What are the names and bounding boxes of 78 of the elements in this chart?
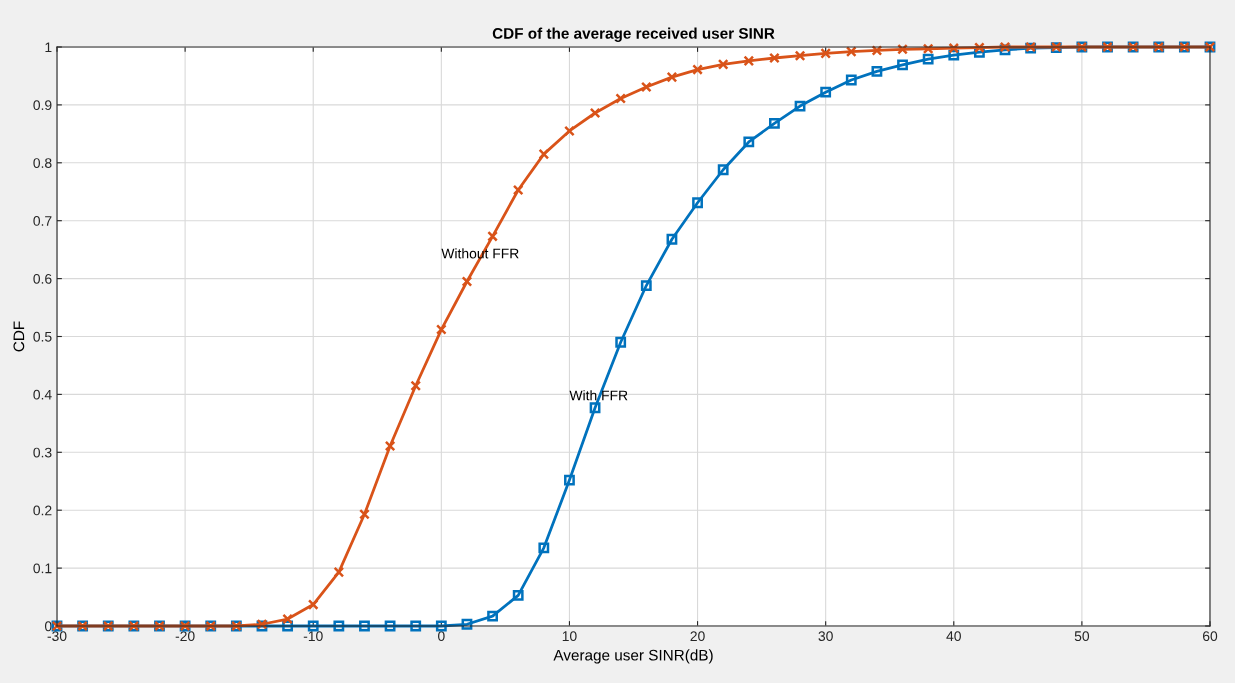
y-tick-label: 0.6	[33, 273, 52, 284]
point	[384, 440, 396, 452]
point	[922, 53, 934, 65]
point	[845, 74, 857, 86]
point	[922, 43, 934, 55]
point	[589, 107, 601, 119]
point	[640, 280, 652, 291]
point	[307, 599, 319, 610]
point	[666, 71, 678, 83]
point	[615, 336, 627, 348]
point	[692, 64, 703, 75]
point	[820, 86, 832, 98]
y-tick-label: 0.1	[33, 563, 52, 574]
point	[564, 125, 575, 137]
point	[333, 566, 345, 578]
y-tick-label: 0.3	[33, 447, 52, 458]
y-tick-label: 1	[45, 42, 52, 53]
point	[692, 197, 703, 209]
point	[359, 508, 370, 520]
x-tick-label: 50	[1074, 631, 1090, 642]
y-tick-label: 0.5	[33, 331, 52, 342]
point	[615, 93, 627, 104]
y-tick-label: 0	[44, 621, 52, 632]
x-tick-label: -20	[175, 631, 195, 642]
point	[820, 47, 832, 59]
point	[897, 59, 908, 71]
x-tick-label: 60	[1202, 631, 1218, 642]
point	[282, 613, 294, 625]
point	[435, 324, 447, 335]
y-axis-title: CDF	[13, 321, 25, 352]
x-tick-label: 30	[818, 631, 833, 642]
point	[487, 230, 498, 242]
series-label: With FFR	[569, 390, 628, 401]
y-tick-label: 0.9	[33, 100, 52, 111]
point	[897, 43, 908, 55]
x-axis-title: Average user SINR(dB)	[553, 649, 713, 664]
point	[666, 233, 678, 245]
y-tick-label: 0.2	[33, 505, 52, 516]
point	[973, 42, 985, 53]
point	[743, 55, 755, 67]
point	[769, 52, 780, 64]
x-tick-label: -30	[47, 631, 67, 642]
point	[589, 402, 601, 414]
point	[435, 620, 447, 632]
point	[640, 81, 652, 93]
point	[307, 620, 319, 632]
y-tick-label: 0.4	[33, 389, 52, 400]
point	[564, 474, 575, 486]
x-tick-label: 10	[562, 631, 577, 642]
point	[794, 100, 806, 112]
x-tick-label: -10	[303, 631, 323, 642]
point	[461, 276, 473, 287]
y-tick-label: 0.8	[33, 158, 52, 168]
point	[359, 620, 370, 632]
point	[845, 46, 857, 58]
point	[871, 65, 883, 77]
x-tick-label: 20	[690, 631, 705, 642]
point	[487, 610, 498, 622]
point	[512, 589, 524, 601]
point	[871, 45, 883, 56]
point	[410, 380, 422, 392]
x-tick-label: 40	[946, 631, 961, 642]
point	[410, 620, 422, 632]
point	[769, 118, 780, 129]
point	[384, 620, 396, 632]
point	[948, 42, 960, 54]
x-tick-label: 0	[438, 631, 445, 642]
chart-title: CDF of the average received user SINR	[492, 27, 775, 42]
point	[538, 542, 550, 554]
y-tick-label: 0.7	[33, 216, 52, 226]
point	[717, 164, 729, 176]
point	[717, 58, 729, 70]
point	[512, 184, 524, 196]
point	[743, 136, 755, 148]
point	[794, 50, 806, 62]
point	[538, 148, 550, 160]
point	[333, 620, 345, 632]
point	[461, 618, 473, 630]
